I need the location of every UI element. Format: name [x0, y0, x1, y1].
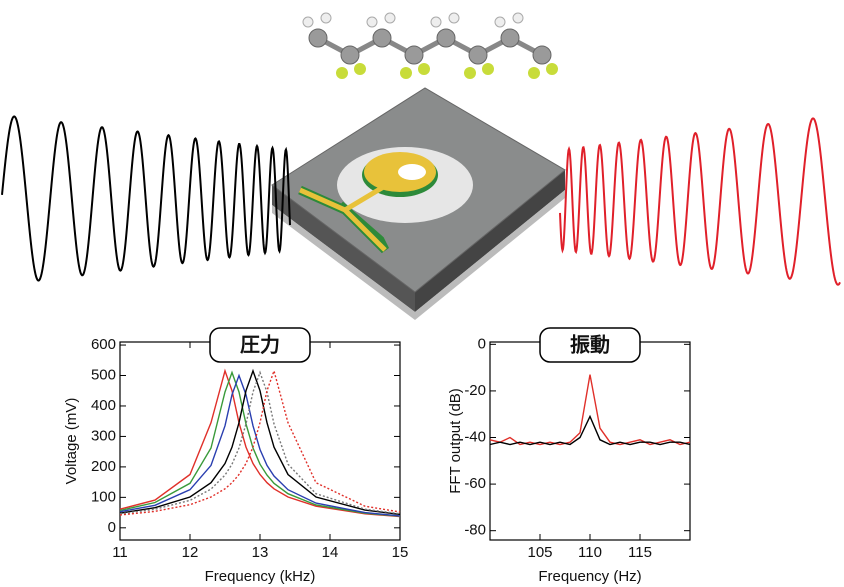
fluorine	[354, 63, 366, 75]
fluorine	[528, 67, 540, 79]
y-tick-label: -60	[464, 475, 486, 492]
y-tick-label: 0	[478, 335, 486, 352]
fluorine	[336, 67, 348, 79]
device-base	[272, 190, 565, 320]
fluorine	[546, 63, 558, 75]
chart-title: 圧力	[240, 333, 280, 356]
hydrogen	[430, 16, 442, 28]
hydrogen	[320, 12, 332, 24]
x-tick-label: 14	[322, 544, 339, 561]
x-tick-label: 13	[252, 544, 269, 561]
hydrogen	[448, 12, 460, 24]
fluorine	[464, 67, 476, 79]
y-tick-label: 200	[91, 458, 116, 475]
hydrogen	[302, 16, 314, 28]
electrode-hole	[398, 164, 426, 180]
plot-frame	[489, 341, 691, 541]
wave	[559, 117, 841, 286]
y-tick-label: 400	[91, 397, 116, 414]
hydrogen	[512, 12, 524, 24]
carbon	[436, 28, 456, 48]
y-tick-label: 100	[91, 488, 116, 505]
hydrogen	[366, 16, 378, 28]
title-box	[539, 327, 641, 363]
wave	[1, 115, 291, 282]
y-axis-label: FFT output (dB)	[447, 388, 464, 494]
illustration	[1, 12, 841, 320]
series-line	[119, 370, 401, 517]
series-line	[489, 374, 691, 446]
series-line	[119, 368, 401, 518]
y-tick-label: -20	[464, 382, 486, 399]
fluorine	[418, 63, 430, 75]
carbon	[500, 28, 520, 48]
y-axis-label: Voltage (mV)	[63, 398, 80, 485]
x-tick-label: 12	[182, 544, 199, 561]
series-line	[119, 368, 401, 516]
fluorine	[400, 67, 412, 79]
carbon	[532, 45, 552, 65]
y-tick-label: 300	[91, 427, 116, 444]
carbon	[404, 45, 424, 65]
y-tick-label: 500	[91, 366, 116, 383]
x-tick-label: 110	[578, 544, 602, 561]
x-tick-label: 105	[527, 544, 552, 561]
carbon	[308, 28, 328, 48]
series-line	[119, 370, 401, 515]
y-tick-label: -40	[464, 428, 486, 445]
series-line	[489, 414, 691, 446]
x-axis-label: Frequency (Hz)	[538, 568, 641, 585]
x-tick-label: 11	[112, 544, 128, 561]
hydrogen	[494, 16, 506, 28]
y-tick-label: -80	[464, 522, 486, 539]
hydrogen	[384, 12, 396, 24]
y-tick-label: 600	[91, 336, 116, 353]
x-tick-label: 15	[392, 544, 409, 561]
title-box	[209, 327, 311, 363]
carbon	[372, 28, 392, 48]
carbon	[340, 45, 360, 65]
x-tick-label: 115	[628, 544, 652, 561]
fluorine	[482, 63, 494, 75]
lead	[343, 177, 397, 213]
device-side	[415, 170, 565, 312]
carbon	[468, 45, 488, 65]
device-side	[272, 185, 415, 312]
chart-title: 振動	[570, 333, 610, 356]
x-axis-label: Frequency (kHz)	[205, 568, 316, 585]
y-tick-label: 0	[108, 519, 116, 536]
